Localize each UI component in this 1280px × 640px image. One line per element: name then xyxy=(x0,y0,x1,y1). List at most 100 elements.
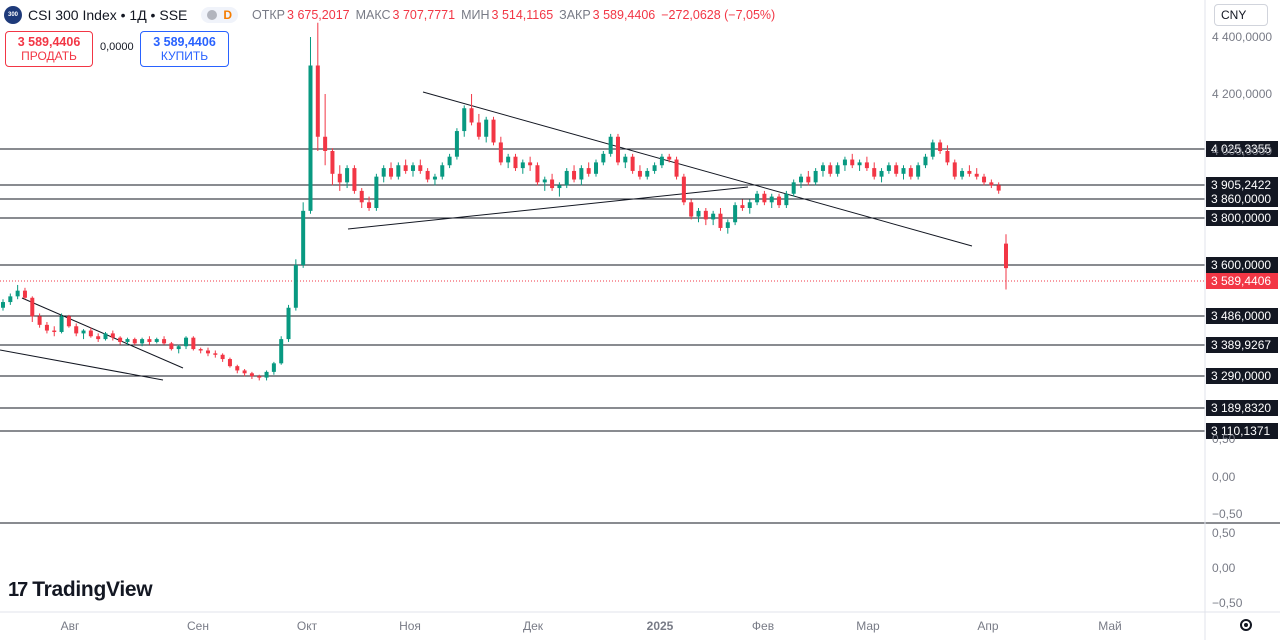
open-value: 3 675,2017 xyxy=(287,8,350,22)
candle-body xyxy=(301,210,306,265)
candle-body xyxy=(528,162,533,166)
currency-selector[interactable]: CNY xyxy=(1214,4,1268,26)
candle-body xyxy=(498,142,503,163)
candle-body xyxy=(1,302,5,308)
candle-body xyxy=(447,156,452,166)
candle-body xyxy=(747,202,752,208)
candle-body xyxy=(462,108,467,132)
candle-body xyxy=(982,176,987,183)
candle-body xyxy=(820,165,825,171)
sell-button[interactable]: 3 589,4406 ПРОДАТЬ xyxy=(5,31,93,67)
settings-gear-icon[interactable] xyxy=(1240,619,1252,631)
candle-body xyxy=(315,65,320,137)
candle-body xyxy=(989,182,994,186)
time-axis-tick: Окт xyxy=(297,619,318,633)
candle-body xyxy=(410,165,415,171)
price-level-tag xyxy=(1206,400,1278,416)
time-axis-tick: Май xyxy=(1098,619,1122,633)
candle-body xyxy=(432,176,437,180)
candle-body xyxy=(916,165,921,177)
candle-body xyxy=(323,136,328,151)
candle-body xyxy=(279,339,284,364)
last-price-label: 3 589,4406 xyxy=(1211,274,1271,288)
candle-body xyxy=(703,210,708,220)
chart-header: 300 CSI 300 Index • 1Д • SSE D ОТКР 3 675… xyxy=(4,5,775,25)
spread-value: 0,0000 xyxy=(100,41,134,53)
buy-button[interactable]: 3 589,4406 КУПИТЬ xyxy=(140,31,229,67)
buy-label: КУПИТЬ xyxy=(160,49,209,63)
candle-body xyxy=(718,213,723,228)
candle-body xyxy=(264,371,269,378)
candle-body xyxy=(293,265,298,308)
close-label: ЗАКР xyxy=(559,8,591,22)
candle-body xyxy=(850,159,855,166)
tradingview-logo[interactable]: 17 TradingView xyxy=(8,578,153,602)
candle-body xyxy=(601,153,606,163)
candle-body xyxy=(191,337,196,350)
candle-body xyxy=(967,170,972,174)
candle-body xyxy=(205,350,210,354)
candle-body xyxy=(938,142,943,151)
candle-body xyxy=(37,316,42,325)
candle-body xyxy=(249,373,254,377)
price-level-label: 3 860,0000 xyxy=(1211,192,1271,206)
candle-body xyxy=(242,370,247,374)
tradingview-logo-icon: 17 xyxy=(8,578,28,601)
logo-text: TradingView xyxy=(32,578,153,601)
candle-body xyxy=(564,170,569,186)
candle-body xyxy=(608,136,613,154)
ohlc-values: ОТКР 3 675,2017 МАКС 3 707,7771 МИН 3 514,1… xyxy=(252,8,775,22)
oscillator-tick: 0,00 xyxy=(1212,561,1236,575)
symbol-icon[interactable]: 300 xyxy=(4,6,22,24)
candle-body xyxy=(637,170,642,177)
trend-line xyxy=(21,297,184,369)
trend-line xyxy=(347,186,749,230)
candle-body xyxy=(652,165,657,171)
change-value: −272,0628 (−7,05%) xyxy=(661,8,776,22)
open-label: ОТКР xyxy=(252,8,286,22)
time-axis-tick: Дек xyxy=(523,619,544,633)
status-badge[interactable]: D xyxy=(201,7,239,23)
symbol-title[interactable]: CSI 300 Index • 1Д • SSE xyxy=(28,7,188,23)
price-level-label: 3 189,8320 xyxy=(1211,401,1271,415)
price-level-tag xyxy=(1206,191,1278,207)
sell-price: 3 589,4406 xyxy=(17,35,81,49)
candle-body xyxy=(630,156,635,171)
candle-body xyxy=(667,156,672,160)
candle-body xyxy=(345,168,350,183)
candle-body xyxy=(557,185,562,189)
candle-body xyxy=(96,336,101,340)
time-axis-tick: Авг xyxy=(61,619,80,633)
time-axis-tick: Ноя xyxy=(399,619,421,633)
candle-body xyxy=(169,343,174,350)
candle-body xyxy=(30,297,35,317)
candle-body xyxy=(908,168,913,177)
candle-body xyxy=(227,359,232,367)
price-level-tag xyxy=(1206,210,1278,226)
candle-body xyxy=(66,316,71,327)
price-level-tag xyxy=(1206,257,1278,273)
candle-body xyxy=(513,156,518,169)
candle-body xyxy=(645,170,650,177)
candle-body xyxy=(579,168,584,180)
candle-body xyxy=(769,196,774,203)
low-label: МИН xyxy=(461,8,490,22)
price-level-label: 3 905,2422 xyxy=(1211,178,1271,192)
time-axis-tick: Фев xyxy=(752,619,774,633)
candle-body xyxy=(154,339,159,342)
candle-body xyxy=(901,168,906,174)
candle-body xyxy=(118,337,123,342)
candle-body xyxy=(52,330,57,332)
candle-body xyxy=(308,65,313,211)
eye-icon xyxy=(207,10,218,20)
candle-body xyxy=(791,182,796,194)
candle-body xyxy=(659,156,664,166)
candle-body xyxy=(235,366,240,371)
candle-body xyxy=(484,119,489,137)
candle-body xyxy=(623,156,628,163)
price-level-label: 3 110,1371 xyxy=(1211,424,1270,438)
price-axis-tick: 4 400,0000 xyxy=(1212,30,1272,44)
candle-body xyxy=(418,165,423,171)
candle-body xyxy=(22,290,27,298)
